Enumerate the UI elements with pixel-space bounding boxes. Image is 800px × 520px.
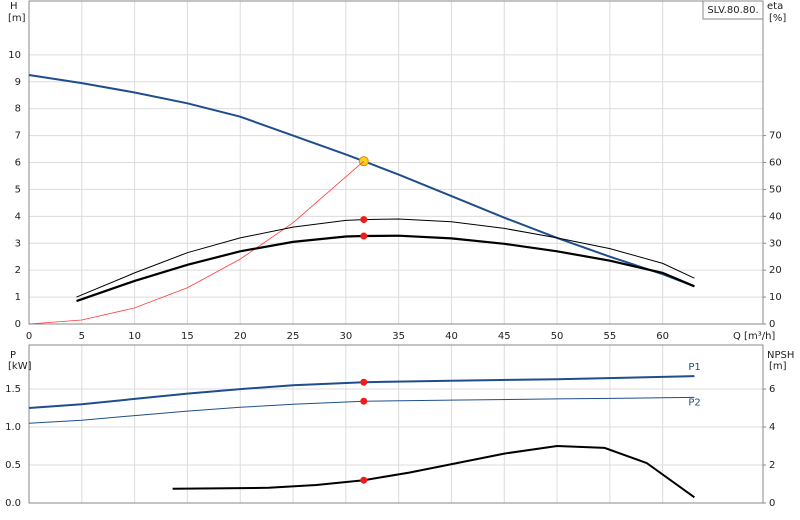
plot-frame — [28, 0, 764, 325]
y2-tick-label: 0 — [769, 319, 775, 330]
y-tick-label: 2 — [15, 265, 21, 276]
series-label: P1 — [688, 362, 700, 373]
y-tick-label: 5 — [15, 184, 21, 195]
series-label: P2 — [688, 397, 700, 408]
duty-point — [360, 397, 368, 405]
x-tick-label: 20 — [234, 331, 247, 342]
y2-tick-label: 30 — [769, 238, 782, 249]
curve — [28, 160, 365, 325]
x-tick-label: 50 — [551, 331, 564, 342]
y-tick-label: 3 — [15, 238, 21, 249]
y2-axis-unit: [m] — [769, 361, 787, 372]
x-tick-label: 10 — [128, 331, 141, 342]
chart-panel: 0 5 10 15 20 25 30 35 40 45 50 55 600123456789100102… — [8, 0, 786, 342]
x-axis-label: Q [m³/h] — [733, 331, 775, 342]
y-tick-label: 1.5 — [5, 384, 21, 395]
curve — [76, 234, 695, 303]
title-box — [702, 0, 764, 20]
y-tick-label: 9 — [15, 77, 21, 88]
y2-tick-label: 40 — [769, 211, 782, 222]
curve — [28, 74, 695, 288]
y-axis-label: P — [10, 350, 16, 361]
y-axis-unit: [m] — [8, 13, 26, 24]
plot-frame — [28, 344, 764, 504]
duty-point — [360, 216, 368, 224]
y2-tick-label: 50 — [769, 184, 782, 195]
y-tick-label: 8 — [15, 104, 21, 115]
x-tick-label: 60 — [656, 331, 669, 342]
x-tick-label: 0 — [26, 331, 32, 342]
y-tick-label: 1.0 — [5, 422, 21, 433]
y-tick-label: 0.0 — [5, 498, 21, 509]
y-tick-label: 4 — [15, 211, 21, 222]
y2-tick-label: 10 — [769, 292, 782, 303]
chart-panel: 0.0 0.5 1.0 1.5 0 2 4 6 P[kW] NPSH[m] P1 P2 — [5, 344, 794, 509]
x-tick-label: 35 — [392, 331, 405, 342]
x-tick-label: 55 — [603, 331, 616, 342]
curve — [76, 218, 695, 298]
curve — [28, 375, 695, 409]
y2-tick-label: 0 — [769, 498, 775, 509]
y2-tick-label: 4 — [769, 422, 775, 433]
y-tick-label: 0.5 — [5, 460, 21, 471]
x-tick-label: 5 — [79, 331, 85, 342]
y2-axis-label: eta — [767, 1, 783, 12]
y-tick-label: 10 — [8, 50, 21, 61]
chart-title: SLV.80.80. — [707, 5, 758, 16]
y-axis-label: H — [10, 1, 18, 12]
y-tick-label: 7 — [15, 131, 21, 142]
y2-tick-label: 60 — [769, 158, 782, 169]
y-tick-label: 6 — [15, 158, 21, 169]
curve — [28, 396, 695, 424]
y2-tick-label: 20 — [769, 265, 782, 276]
curve — [172, 444, 695, 499]
x-tick-label: 45 — [498, 331, 511, 342]
x-tick-label: 25 — [287, 331, 300, 342]
y2-tick-label: 2 — [769, 460, 775, 471]
x-tick-label: 40 — [445, 331, 458, 342]
y2-axis-unit: [%] — [769, 13, 786, 24]
y-tick-label: 0 — [15, 319, 21, 330]
duty-point — [360, 476, 368, 484]
x-tick-label: 15 — [181, 331, 194, 342]
y-axis-unit: [kW] — [8, 361, 32, 372]
duty-point — [360, 232, 368, 240]
y2-tick-label: 70 — [769, 131, 782, 142]
y2-tick-label: 6 — [769, 384, 775, 395]
y2-axis-label: NPSH — [767, 350, 794, 361]
y-tick-label: 1 — [15, 292, 21, 303]
x-tick-label: 30 — [339, 331, 352, 342]
duty-point — [360, 378, 368, 386]
